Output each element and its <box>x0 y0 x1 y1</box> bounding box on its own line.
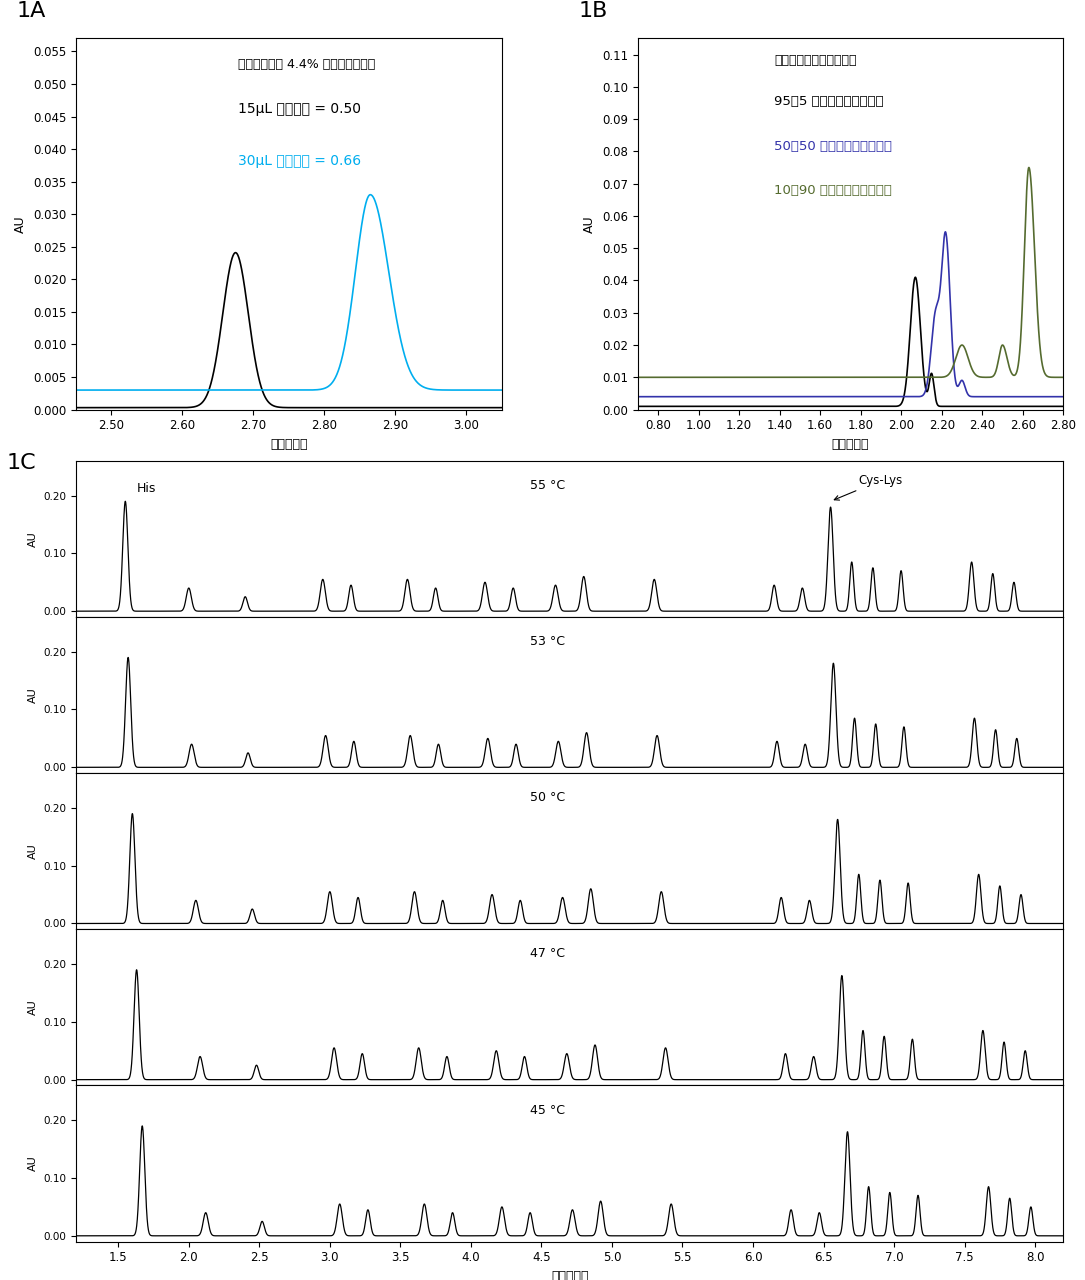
X-axis label: 時間（分）: 時間（分） <box>270 438 307 451</box>
X-axis label: 時間（分）: 時間（分） <box>551 1270 588 1280</box>
Text: His: His <box>137 483 156 495</box>
X-axis label: 時間（分）: 時間（分） <box>832 438 869 451</box>
Text: Cys-Lys: Cys-Lys <box>834 474 903 500</box>
Text: 47 °C: 47 °C <box>531 947 565 960</box>
Text: 55 °C: 55 °C <box>531 479 565 492</box>
Text: 1C: 1C <box>7 453 37 474</box>
Text: 50 °C: 50 °C <box>531 791 565 804</box>
Y-axis label: AU: AU <box>28 1000 38 1015</box>
Text: ニードル洗浄溶媒の組成: ニードル洗浄溶媒の組成 <box>774 54 856 68</box>
Y-axis label: AU: AU <box>28 687 38 703</box>
Y-axis label: AU: AU <box>28 844 38 859</box>
Text: 30μL ニードル = 0.66: 30μL ニードル = 0.66 <box>238 154 361 168</box>
Text: 1B: 1B <box>578 1 608 22</box>
Y-axis label: AU: AU <box>584 215 597 233</box>
Text: ヒスチジンの 4.4% での非対称性：: ヒスチジンの 4.4% での非対称性： <box>238 58 375 72</box>
Text: 53 °C: 53 °C <box>531 635 565 648</box>
Text: 50：50 アセトニトリル：水: 50：50 アセトニトリル：水 <box>774 140 892 152</box>
Text: 45 °C: 45 °C <box>531 1103 565 1116</box>
Text: 95：5 アセトニトリル：水: 95：5 アセトニトリル：水 <box>774 95 883 109</box>
Text: 10：90 アセトニトリル：水: 10：90 アセトニトリル：水 <box>774 184 892 197</box>
Y-axis label: AU: AU <box>14 215 27 233</box>
Text: 1A: 1A <box>16 1 46 22</box>
Y-axis label: AU: AU <box>28 1156 38 1171</box>
Y-axis label: AU: AU <box>28 531 38 547</box>
Text: 15μL ニードル = 0.50: 15μL ニードル = 0.50 <box>238 101 360 115</box>
